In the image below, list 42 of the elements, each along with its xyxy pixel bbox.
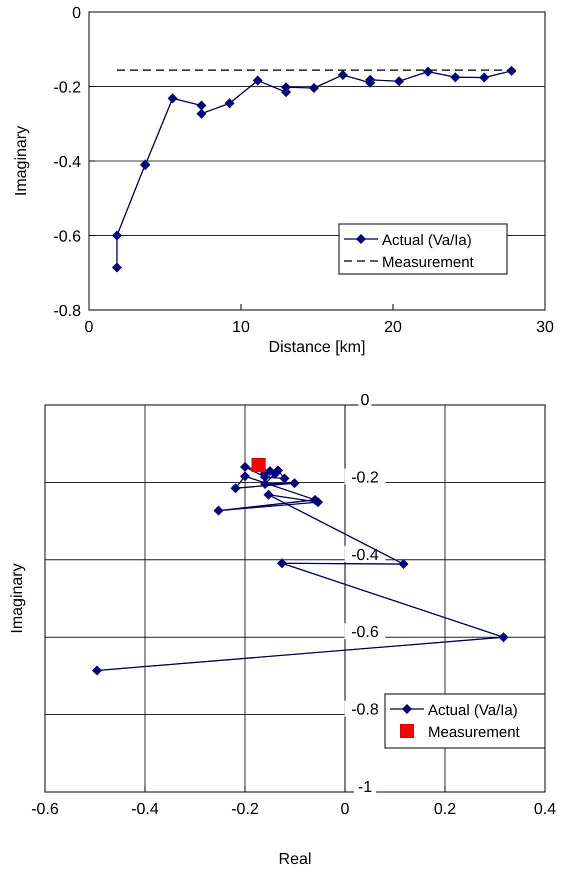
x-tick-label: 20 bbox=[384, 319, 402, 336]
point bbox=[196, 108, 206, 119]
x-tick-label: 30 bbox=[536, 319, 554, 336]
y-tick-label: 0 bbox=[360, 392, 370, 409]
x-tick-label: -0.4 bbox=[131, 801, 159, 818]
y-tick-label: 0 bbox=[72, 5, 82, 22]
x-tick-label: -0.6 bbox=[31, 801, 59, 818]
y-tick-label: -0.2 bbox=[53, 80, 82, 96]
y-axis-title: Imaginary bbox=[13, 126, 30, 196]
x-tick-label: 0 bbox=[84, 319, 94, 336]
point bbox=[168, 93, 178, 104]
point bbox=[450, 72, 460, 82]
x-axis-title: Distance [km] bbox=[268, 339, 366, 356]
legend-label: Actual (Va/Ia) bbox=[382, 232, 472, 249]
y-tick-label: -0.8 bbox=[53, 303, 82, 320]
point bbox=[112, 262, 122, 273]
y-tick-label: -0.6 bbox=[53, 228, 82, 246]
point bbox=[338, 70, 348, 80]
point bbox=[308, 82, 319, 93]
point bbox=[422, 66, 433, 77]
y-tick-label: -0.4 bbox=[351, 546, 379, 564]
y-tick-label: -1 bbox=[358, 779, 372, 796]
legend-label: Measurement bbox=[428, 724, 521, 741]
legend-label: Actual (Va/Ia) bbox=[428, 702, 518, 719]
point bbox=[479, 72, 490, 83]
x-tick-label: -0.2 bbox=[231, 801, 259, 818]
point bbox=[394, 76, 404, 86]
point bbox=[224, 98, 235, 108]
legend-label: Measurement bbox=[382, 254, 475, 271]
point bbox=[112, 230, 122, 240]
x-tick-label: 10 bbox=[232, 319, 250, 336]
y-tick-label: -0.6 bbox=[351, 624, 379, 642]
y-tick-label: -0.4 bbox=[53, 154, 82, 171]
point bbox=[252, 76, 263, 86]
y-tick-label: -0.8 bbox=[351, 702, 379, 719]
y-tick-label: -0.2 bbox=[351, 469, 379, 486]
x-tick-label: 0 bbox=[340, 801, 350, 818]
x-tick-label: 0.2 bbox=[434, 801, 456, 818]
x-tick-label: 0.4 bbox=[534, 801, 556, 818]
x-axis-title: Real bbox=[278, 851, 312, 868]
y-axis-title: Imaginary bbox=[9, 563, 26, 634]
point bbox=[196, 100, 206, 110]
